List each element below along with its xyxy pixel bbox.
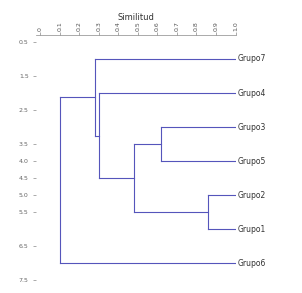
Text: Grupo4: Grupo4 — [237, 88, 266, 98]
Text: Grupo7: Grupo7 — [237, 54, 266, 64]
Text: Grupo2: Grupo2 — [237, 191, 266, 200]
Text: Grupo3: Grupo3 — [237, 122, 266, 132]
X-axis label: Similitud: Similitud — [117, 13, 154, 22]
Text: Grupo5: Grupo5 — [237, 157, 266, 166]
Text: Grupo6: Grupo6 — [237, 259, 266, 268]
Text: Grupo1: Grupo1 — [237, 225, 266, 234]
